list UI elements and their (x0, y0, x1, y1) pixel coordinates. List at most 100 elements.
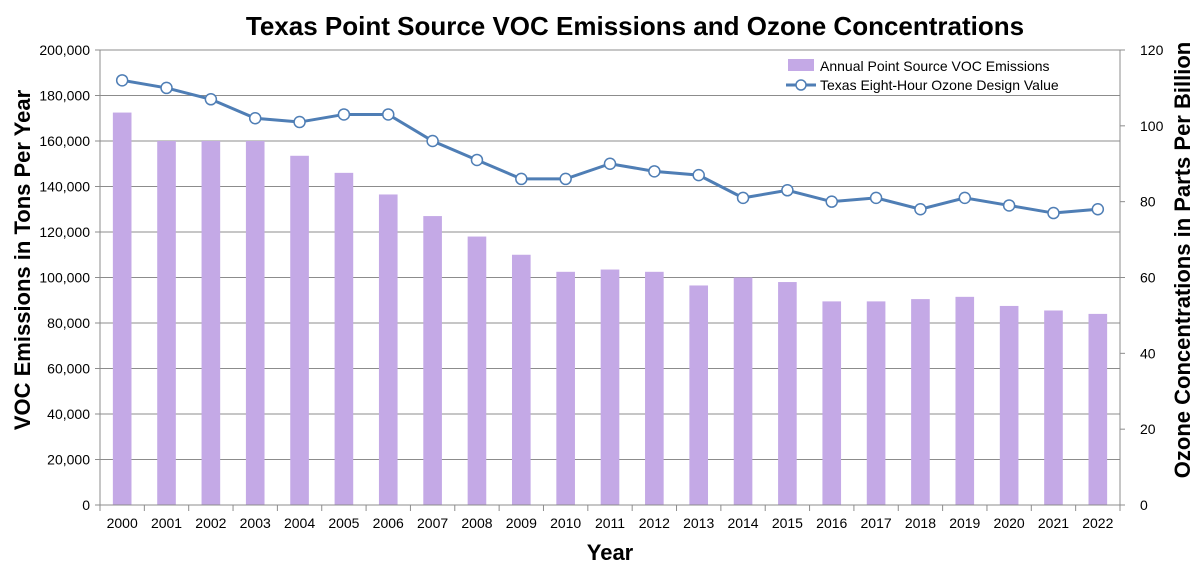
right-axis-ticks: 0 20 40 60 80 100 120 (1120, 42, 1164, 513)
x-axis-title: Year (587, 540, 634, 565)
left-tick-label: 0 (82, 497, 90, 513)
x-tick-label: 2011 (595, 515, 625, 531)
left-tick-label: 200,000 (39, 42, 90, 58)
right-tick-label: 100 (1140, 118, 1164, 134)
bar (645, 271, 664, 505)
x-tick-label: 2015 (772, 515, 803, 531)
bar (290, 155, 309, 505)
x-tick-label: 2012 (639, 515, 670, 531)
x-tick-label: 2013 (683, 515, 714, 531)
left-tick-label: 40,000 (47, 406, 90, 422)
x-tick-label: 2014 (727, 515, 758, 531)
line-point (382, 108, 395, 121)
line-point (426, 134, 439, 148)
x-tick-label: 2002 (195, 515, 226, 531)
left-tick-label: 120,000 (39, 224, 90, 240)
bar (689, 285, 709, 505)
bar (600, 269, 620, 505)
bar (955, 296, 975, 505)
line-point (825, 195, 838, 208)
left-axis-title: VOC Emissions in Tons Per Year (10, 89, 35, 430)
bar (334, 172, 354, 505)
line-point (293, 115, 306, 129)
right-tick-label: 120 (1140, 42, 1164, 58)
bar (733, 277, 753, 505)
legend-swatch-ozone-marker (795, 79, 807, 91)
line-point (160, 81, 173, 95)
legend-swatch-emissions (788, 59, 814, 71)
x-tick-label: 2016 (816, 515, 847, 531)
line-point (1091, 203, 1105, 216)
left-tick-label: 180,000 (39, 88, 90, 104)
x-tick-label: 2009 (506, 515, 537, 531)
bar (112, 112, 132, 505)
x-axis-ticks: 2000 2001 2002 2003 2004 2005 2006 2007 2008 2009… (99, 505, 1121, 531)
line-point (515, 172, 528, 186)
x-tick-label: 2000 (107, 515, 138, 531)
line-point (692, 168, 705, 182)
x-tick-label: 2005 (328, 515, 359, 531)
bar-series (112, 112, 1108, 506)
x-tick-label: 2019 (949, 515, 980, 531)
x-tick-label: 2004 (284, 515, 315, 531)
x-tick-label: 2008 (461, 515, 492, 531)
line-series (115, 74, 1105, 220)
bar (1044, 310, 1063, 505)
line-point (1047, 206, 1060, 220)
legend-label-ozone: Texas Eight-Hour Ozone Design Value (820, 77, 1059, 93)
x-tick-label: 2010 (550, 515, 581, 531)
line-point (914, 203, 927, 216)
bar (378, 194, 398, 505)
bar (423, 216, 442, 505)
left-tick-label: 160,000 (39, 133, 90, 149)
left-tick-label: 20,000 (47, 452, 90, 468)
right-tick-label: 80 (1140, 194, 1156, 210)
line-point (603, 157, 617, 170)
line-point (204, 93, 218, 106)
right-tick-label: 60 (1140, 270, 1156, 286)
line-point (470, 153, 484, 167)
right-tick-label: 40 (1140, 345, 1156, 361)
bar (467, 236, 487, 506)
bar (556, 271, 575, 505)
line-point (781, 184, 794, 197)
x-tick-label: 2017 (861, 515, 892, 531)
x-tick-label: 2018 (905, 515, 936, 531)
x-tick-label: 2003 (240, 515, 271, 531)
line-point (248, 112, 262, 125)
x-tick-label: 2007 (417, 515, 448, 531)
left-tick-label: 80,000 (47, 315, 90, 331)
line-point (337, 108, 351, 121)
bar (157, 141, 176, 505)
bar (911, 299, 930, 505)
line-point (115, 74, 129, 87)
x-tick-label: 2021 (1038, 515, 1069, 531)
right-tick-label: 0 (1140, 497, 1148, 513)
x-tick-label: 2001 (151, 515, 182, 531)
bar (778, 282, 797, 505)
bar (1088, 313, 1108, 505)
legend-label-emissions: Annual Point Source VOC Emissions (820, 58, 1050, 74)
chart-title: Texas Point Source VOC Emissions and Ozo… (246, 11, 1024, 41)
legend: Annual Point Source VOC Emissions Texas E… (786, 58, 1059, 93)
line-point (559, 172, 572, 186)
bar (201, 141, 221, 505)
right-axis-title: Ozone Concentrations in Parts Per Billio… (1170, 42, 1195, 478)
x-tick-label: 2020 (994, 515, 1025, 531)
left-axis-ticks: 0 20,000 40,000 60,000 80,000 100,000 120,000 1… (39, 42, 100, 513)
line-point (1002, 199, 1016, 212)
bar (822, 301, 842, 505)
line-point (736, 191, 750, 205)
left-tick-label: 60,000 (47, 361, 90, 377)
line-point (869, 191, 883, 205)
left-tick-label: 100,000 (39, 270, 90, 286)
x-tick-label: 2006 (373, 515, 404, 531)
x-tick-label: 2022 (1082, 515, 1113, 531)
bar (511, 254, 531, 505)
bar (866, 301, 886, 505)
bar (999, 305, 1019, 505)
bar (245, 141, 265, 505)
line-point (958, 191, 972, 205)
right-tick-label: 20 (1140, 421, 1156, 437)
